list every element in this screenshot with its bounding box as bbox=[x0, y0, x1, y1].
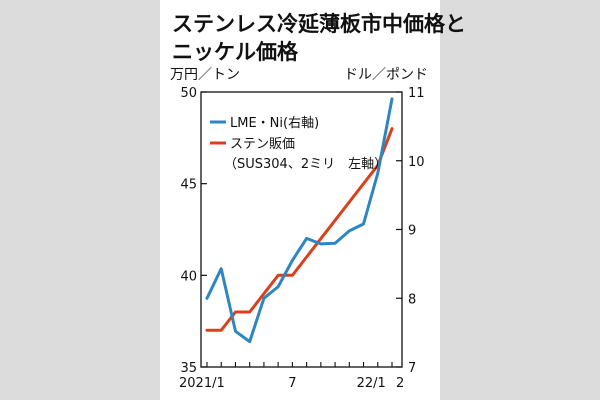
series-line-lme-ni bbox=[205, 97, 394, 344]
legend-label-lme-ni: LME・Ni(右軸) bbox=[230, 116, 319, 131]
chart-card: ステンレス冷延薄板市中価格と ニッケル価格 万円／トン ドル／ポンド 35 40 4… bbox=[160, 0, 466, 400]
x-axis-tick-label: 22/1 bbox=[357, 376, 386, 391]
right-axis-unit-label: ドル／ポンド bbox=[344, 67, 428, 83]
left-axis-tick-label: 40 bbox=[180, 269, 197, 284]
chart-title-line-2: ニッケル価格 bbox=[172, 40, 298, 64]
plot-frame bbox=[200, 91, 403, 368]
left-axis-tick-label: 50 bbox=[180, 86, 197, 101]
chart-title-line-1: ステンレス冷延薄板市中価格と bbox=[172, 12, 466, 36]
x-axis-tick-label: 7 bbox=[288, 376, 296, 391]
left-axis-tick-label: 45 bbox=[180, 178, 197, 193]
right-axis-tick-label: 11 bbox=[408, 86, 425, 101]
x-axis-tick-label: 2 bbox=[396, 376, 404, 391]
x-axis-tick-label: 2021/1 bbox=[179, 376, 225, 391]
right-axis-tick-label: 8 bbox=[408, 292, 416, 307]
left-axis-tick-label: 35 bbox=[180, 361, 197, 376]
right-axis-tick-label: 9 bbox=[408, 224, 416, 239]
legend-label-sten: ステン販価 bbox=[230, 137, 295, 152]
right-axis-tick-label: 7 bbox=[408, 361, 416, 376]
dual-axis-line-chart: 35 40 45 50 7 8 9 10 11 2021/1 7 22/1 2 LME・Ni(右軸)… bbox=[179, 86, 425, 391]
series-line-sten bbox=[205, 127, 394, 332]
left-axis-unit-label: 万円／トン bbox=[170, 67, 240, 83]
legend-label-sten-spec: （SUS304、2ミリ 左軸） bbox=[224, 157, 387, 172]
right-axis-tick-label: 10 bbox=[408, 155, 425, 170]
